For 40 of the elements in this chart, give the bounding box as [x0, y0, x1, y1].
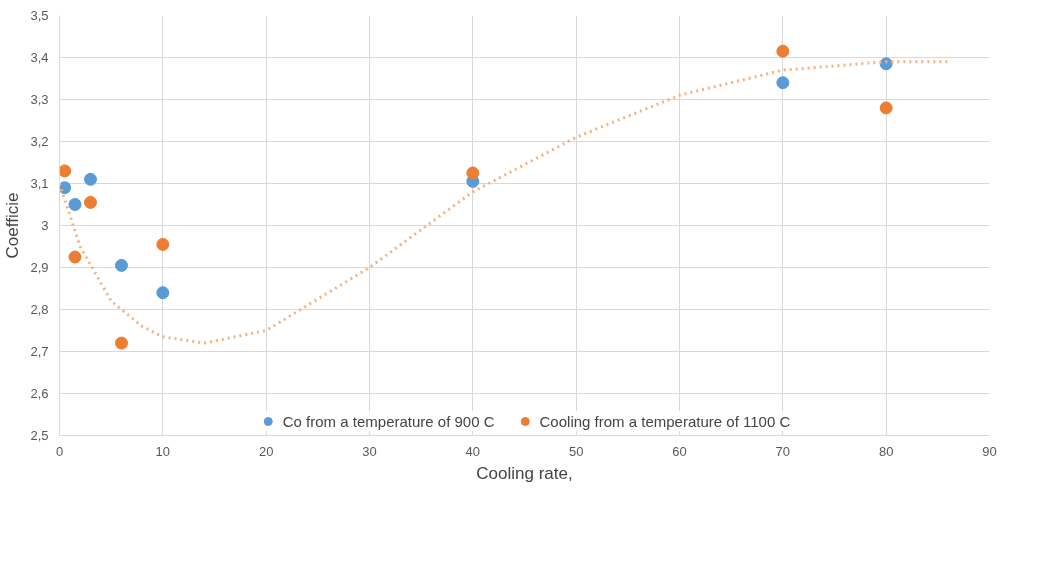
y-axis-title: Coefficie	[3, 192, 23, 259]
y-tick-label: 2,5	[30, 428, 49, 443]
x-tick-label: 20	[258, 443, 274, 459]
x-tick-label: 60	[672, 443, 687, 459]
x-tick-label: 80	[878, 443, 894, 459]
x-axis-title: Cooling rate,	[476, 463, 573, 483]
y-tick-label: 2,7	[30, 344, 49, 359]
point	[68, 198, 82, 211]
point	[59, 181, 72, 195]
point	[776, 44, 790, 58]
x-tick-label: 90	[982, 443, 997, 459]
point	[115, 258, 128, 272]
point	[466, 166, 480, 180]
point	[115, 336, 128, 350]
y-tick-label: 2,8	[30, 302, 49, 317]
legend-label: Cooling from a temperature of 1100 C	[539, 412, 791, 430]
point	[879, 101, 893, 115]
point	[879, 57, 893, 71]
x-tick-label: 70	[775, 443, 791, 459]
y-tick-label: 2,9	[30, 260, 49, 275]
point	[68, 250, 82, 264]
legend-label: Co from a temperature of 900 C	[282, 412, 495, 430]
y-tick-label: 3,5	[30, 8, 49, 23]
point	[156, 286, 170, 300]
point	[59, 164, 72, 178]
y-tick-label: 2,6	[30, 386, 49, 401]
y-tick-label: 3	[41, 218, 49, 233]
x-tick-label: 10	[155, 443, 171, 459]
y-tick-label: 3,3	[30, 92, 49, 107]
x-tick-label: 50	[568, 443, 584, 459]
y-tick-label: 3,1	[30, 176, 49, 191]
x-tick-label: 40	[465, 443, 481, 459]
point	[84, 195, 97, 209]
point	[776, 76, 790, 90]
y-tick-label: 3,2	[30, 134, 49, 149]
point	[84, 172, 97, 186]
x-tick-label: 30	[362, 443, 377, 459]
point	[156, 237, 170, 251]
y-tick-label: 3,4	[30, 50, 49, 65]
x-tick-label: 0	[55, 443, 64, 459]
